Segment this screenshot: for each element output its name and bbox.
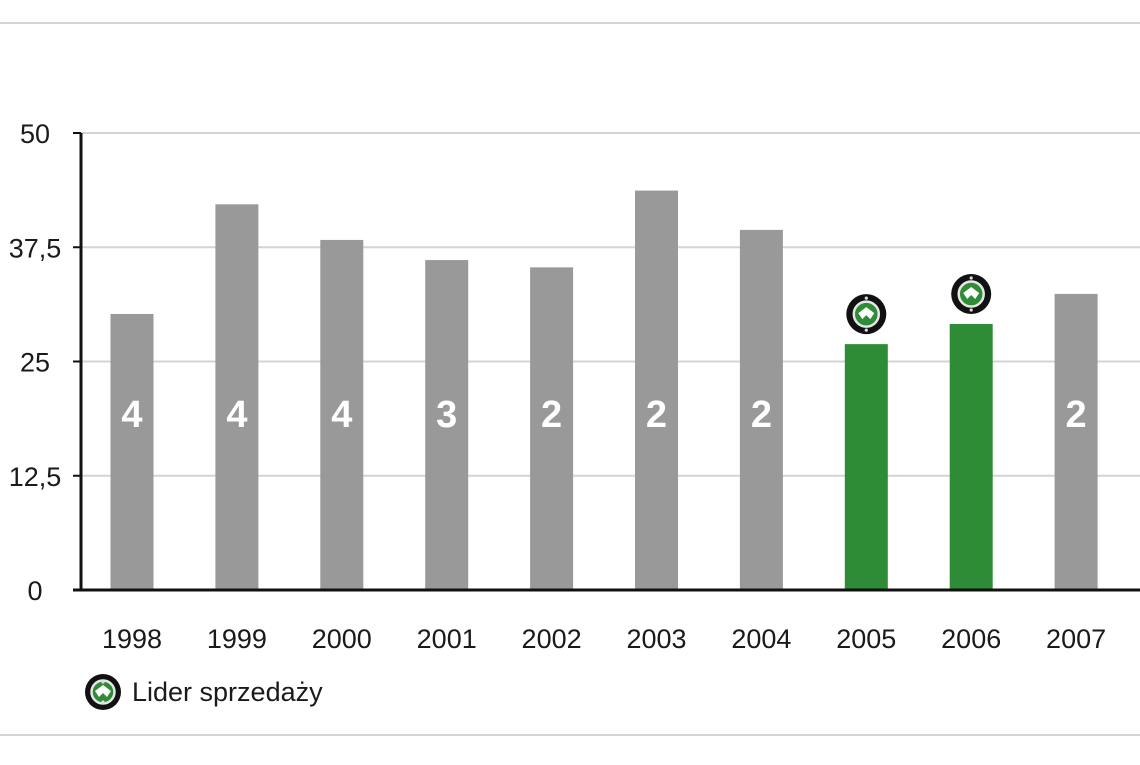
x-tick-label: 2001 — [417, 624, 477, 654]
bar — [1055, 294, 1098, 589]
legend: Lider sprzedaży — [84, 673, 323, 711]
x-tick-label: 1998 — [102, 624, 162, 654]
y-tick-label: 37,5 — [9, 233, 62, 263]
bars — [111, 191, 1098, 589]
bar-value-label: 4 — [226, 394, 247, 436]
x-tick-label: 2002 — [522, 624, 582, 654]
x-tick-label: 2007 — [1046, 624, 1106, 654]
x-tick-label: 2005 — [836, 624, 896, 654]
bar — [845, 344, 888, 588]
skoda-logo-icon — [951, 274, 991, 314]
bar-value-label: 3 — [436, 394, 457, 436]
bar-value-label: 2 — [751, 394, 772, 436]
bar-value-label: 2 — [541, 394, 562, 436]
x-tick-label: 1999 — [207, 624, 267, 654]
bar-value-label: 4 — [121, 394, 142, 436]
bar — [111, 314, 154, 589]
x-tick-label: 2004 — [731, 624, 791, 654]
y-tick-label: 25 — [20, 348, 50, 378]
y-tick-label: 50 — [20, 119, 50, 149]
x-tick-label: 2006 — [941, 624, 1001, 654]
bar-value-label: 2 — [1066, 394, 1087, 436]
bar — [635, 191, 678, 589]
skoda-logo-icon — [84, 673, 122, 711]
x-tick-label: 2003 — [626, 624, 686, 654]
y-tick-label: 12,5 — [9, 462, 62, 492]
bar-value-label: 4 — [331, 394, 352, 436]
bar-value-label: 2 — [646, 394, 667, 436]
bar — [950, 324, 993, 588]
x-tick-label: 2000 — [312, 624, 372, 654]
y-tick-label: 0 — [27, 576, 42, 606]
skoda-logo-icon — [846, 294, 886, 334]
legend-label: Lider sprzedaży — [132, 677, 323, 708]
